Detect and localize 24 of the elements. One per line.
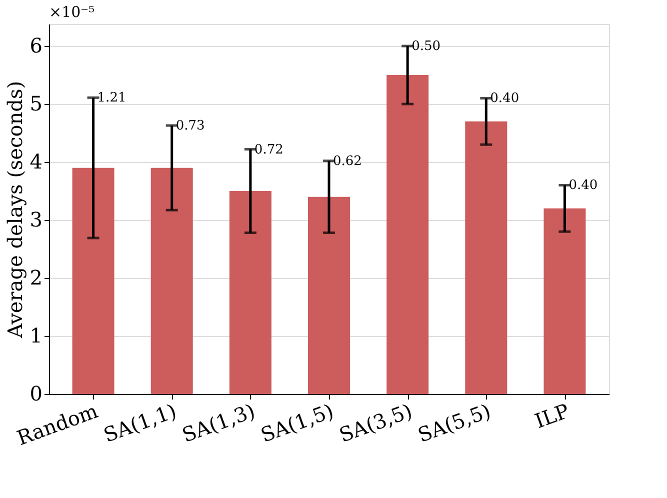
annotation: 0.40 xyxy=(490,91,520,106)
y-tick-label: 5 xyxy=(30,92,42,116)
y-tick-label: 0 xyxy=(30,382,42,406)
y-axis-title: Average delays (seconds) xyxy=(2,80,27,340)
bar xyxy=(72,168,114,394)
text: ×10⁻⁵ xyxy=(49,3,95,21)
bar xyxy=(465,121,508,394)
x-tick-label: ILP xyxy=(532,398,572,434)
bar xyxy=(229,191,272,394)
annotation: 0.62 xyxy=(333,154,362,169)
bar xyxy=(544,208,586,394)
annotation: 0.72 xyxy=(254,142,284,158)
annotation: 0.40 xyxy=(568,178,598,194)
annotation: 0.50 xyxy=(412,39,441,54)
bar xyxy=(150,168,193,394)
annotation: 1.21 xyxy=(97,90,126,106)
bar xyxy=(386,75,429,394)
y-tick-label: 2 xyxy=(30,266,42,290)
y-tick-label: 4 xyxy=(30,150,42,174)
annotation: 0.73 xyxy=(176,118,205,134)
y-tick-label: 3 xyxy=(30,208,42,232)
y-tick-label: 1 xyxy=(30,324,42,348)
y-tick-label: 6 xyxy=(30,34,42,58)
bar xyxy=(308,196,350,394)
